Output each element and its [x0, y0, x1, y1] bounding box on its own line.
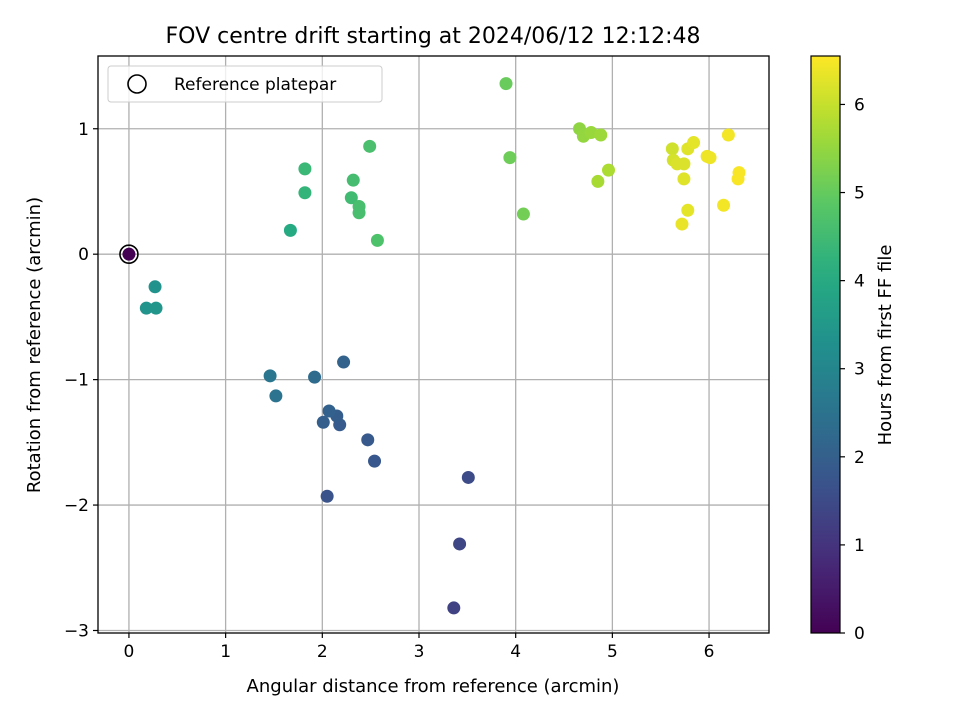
scatter-points — [119, 77, 746, 615]
x-tick-label: 0 — [124, 642, 135, 662]
scatter-point — [316, 415, 330, 429]
grid-lines — [98, 56, 769, 633]
scatter-point — [149, 301, 163, 315]
colorbar-gradient — [811, 56, 840, 633]
scatter-point — [602, 163, 616, 177]
scatter-point — [283, 223, 297, 237]
y-tick-label: −1 — [64, 371, 89, 391]
scatter-point — [721, 128, 735, 142]
plot-frame — [97, 55, 770, 634]
y-axis-ticks: −3 −2 −1 0 1 — [64, 120, 98, 641]
scatter-point — [677, 172, 691, 186]
y-tick-label: −2 — [64, 496, 89, 516]
x-tick-label: 4 — [510, 642, 521, 662]
scatter-point — [503, 151, 517, 165]
chart-title: FOV centre drift starting at 2024/06/12 … — [166, 24, 701, 49]
scatter-point — [298, 186, 312, 200]
scatter-point — [346, 173, 360, 187]
colorbar-frame — [810, 55, 841, 634]
scatter-point — [363, 139, 377, 153]
scatter-point — [499, 77, 513, 91]
scatter-point — [344, 191, 358, 205]
scatter-point — [677, 157, 691, 171]
x-tick-label: 5 — [607, 642, 618, 662]
y-tick-label: −3 — [64, 621, 89, 641]
colorbar: 0 1 2 3 4 5 6 Hours from first FF file — [810, 55, 896, 644]
colorbar-tick-label: 5 — [854, 184, 865, 204]
x-tick-label: 1 — [220, 642, 231, 662]
scatter-point — [320, 489, 334, 503]
scatter-point — [368, 454, 382, 468]
scatter-point — [675, 217, 689, 231]
scatter-point — [681, 203, 695, 217]
y-tick-label: 1 — [78, 120, 89, 140]
scatter-point — [703, 151, 717, 165]
scatter-point — [461, 470, 475, 484]
x-tick-label: 6 — [704, 642, 715, 662]
colorbar-tick-label: 6 — [854, 95, 865, 115]
scatter-point — [148, 280, 162, 294]
colorbar-tick-label: 1 — [854, 536, 865, 556]
scatter-point — [447, 601, 461, 615]
x-tick-label: 2 — [317, 642, 328, 662]
scatter-point — [687, 136, 701, 150]
scatter-point — [122, 247, 136, 261]
y-axis-label: Rotation from reference (arcmin) — [24, 197, 45, 493]
scatter-point — [361, 433, 375, 447]
scatter-point — [731, 172, 745, 186]
scatter-point — [370, 233, 384, 247]
colorbar-tick-label: 4 — [854, 272, 865, 292]
colorbar-tick-label: 2 — [854, 448, 865, 468]
scatter-point — [516, 207, 530, 221]
legend: Reference platepar — [107, 65, 383, 103]
scatter-point — [717, 198, 731, 212]
reference-platepar-marker — [119, 244, 139, 264]
scatter-point — [591, 174, 605, 188]
colorbar-label: Hours from first FF file — [875, 245, 896, 446]
legend-box — [107, 65, 383, 103]
scatter-point — [352, 206, 366, 220]
legend-label-reference: Reference platepar — [174, 75, 336, 95]
colorbar-ticks: 0 1 2 3 4 5 6 — [840, 95, 865, 644]
scatter-point — [263, 369, 277, 383]
scatter-point — [594, 128, 608, 142]
legend-marker-reference — [127, 74, 147, 94]
x-axis-ticks: 0 1 2 3 4 5 6 — [124, 633, 715, 662]
scatter-point — [139, 301, 153, 315]
scatter-point — [298, 162, 312, 176]
x-tick-label: 3 — [414, 642, 425, 662]
scatter-point — [337, 355, 351, 369]
x-axis-label: Angular distance from reference (arcmin) — [247, 676, 620, 697]
scatter-point — [269, 389, 283, 403]
y-tick-label: 0 — [78, 245, 89, 265]
colorbar-tick-label: 0 — [854, 624, 865, 644]
scatter-point — [453, 537, 467, 551]
scatter-point — [665, 142, 679, 156]
scatter-point — [322, 404, 336, 418]
scatter-point — [308, 370, 322, 384]
colorbar-tick-label: 3 — [854, 360, 865, 380]
